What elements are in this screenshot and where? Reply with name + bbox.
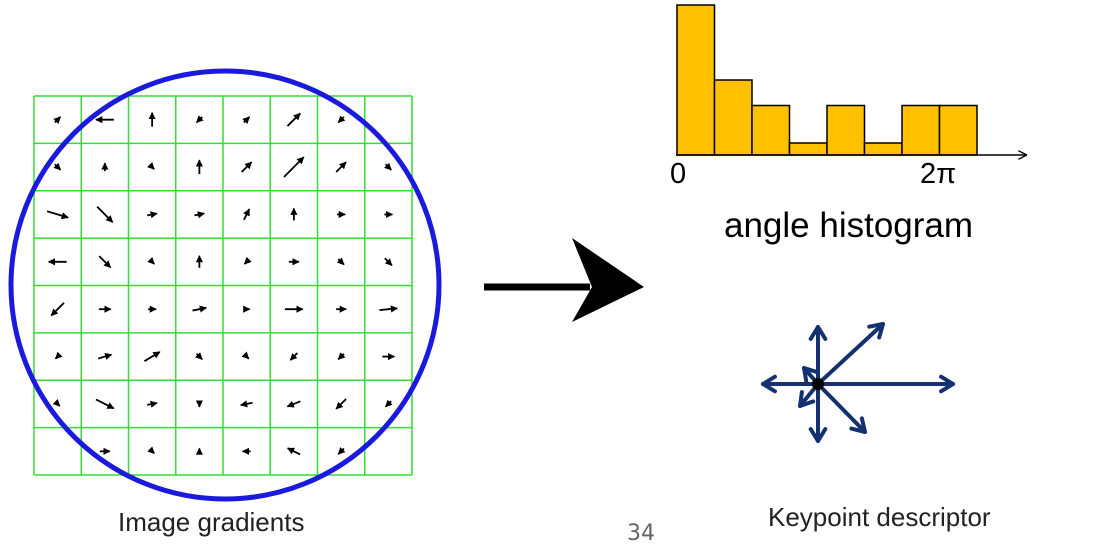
gradient-grid [33,95,413,476]
gradient-arrow [97,352,113,360]
descriptor-arrowhead [798,390,816,408]
gradient-arrow [335,398,347,410]
histogram-title: angle histogram [724,206,974,245]
gradient-arrow [147,400,158,408]
keypoint-dot [812,378,824,390]
descriptor-arrowhead [808,325,828,341]
gradient-arrow [194,211,205,219]
gradient-arrow [337,447,346,455]
histogram-bar [676,4,716,156]
histogram-bar [901,104,941,156]
gradient-arrow [147,162,155,170]
histogram-tick-start: 0 [670,158,687,190]
page-number: 34 [627,521,655,546]
gradient-arrow [147,256,155,265]
gradient-arrow [98,255,112,269]
gradient-arrow [379,305,399,313]
keypoint-descriptor-glyph [761,322,955,443]
gradient-arrow [192,305,207,313]
gaussian-window-circle [8,68,442,502]
gradient-arrow [384,257,393,266]
gradient-arrow [289,352,299,361]
histogram-bar [938,104,978,156]
image-gradients-caption: Image gradients [118,507,305,537]
gradient-arrow [54,351,63,360]
gradient-arrow [147,211,158,219]
gradient-arrow [241,161,253,173]
gradient-arrow [53,162,62,171]
gradient-arrow [286,112,301,127]
gradient-arrow [96,206,114,223]
gradient-arrow [147,446,155,455]
gradient-arrow [384,399,393,408]
descriptor-arrowhead [867,322,885,340]
gradient-arrow [242,116,251,124]
descriptor-arrowhead [849,416,867,434]
gradient-arrow [195,352,203,361]
gradient-arrow [143,351,161,362]
descriptor-ray [816,322,885,386]
histogram-tick-end: 2π [920,158,957,190]
gradient-arrow [337,115,346,124]
histogram-bar [826,104,866,156]
gradient-arrow [240,400,253,408]
gradient-arrow [243,256,252,265]
gradient-arrow [384,162,392,171]
gradient-arrow [286,447,301,456]
gradient-arrow [52,398,61,407]
gradient-arrow [283,156,305,178]
gradient-arrow [46,210,69,220]
gradient-arrow [50,302,65,317]
gradient-arrow [241,351,250,360]
descriptor-arrowhead [761,374,777,394]
gradient-arrow [337,352,346,361]
histogram-bar [713,79,753,156]
descriptor-arrowhead [802,366,820,384]
big-right-arrow [484,238,644,322]
histogram-bar [751,104,791,156]
gradient-arrow [195,115,204,124]
gradient-arrow [243,208,251,221]
angle-histogram [676,4,978,156]
descriptor-arrowhead [808,427,828,443]
keypoint-descriptor-caption: Keypoint descriptor [768,502,991,532]
gradient-arrow [335,161,347,173]
gradient-arrow [336,257,345,266]
descriptor-arrowhead [939,374,955,394]
gradient-arrows [46,111,399,456]
gradient-arrow [286,400,301,408]
gradient-arrow [53,116,62,124]
gradient-arrow [95,398,115,410]
histogram-bar [788,142,828,156]
descriptor-ray [816,382,867,434]
histogram-bar [863,142,903,156]
